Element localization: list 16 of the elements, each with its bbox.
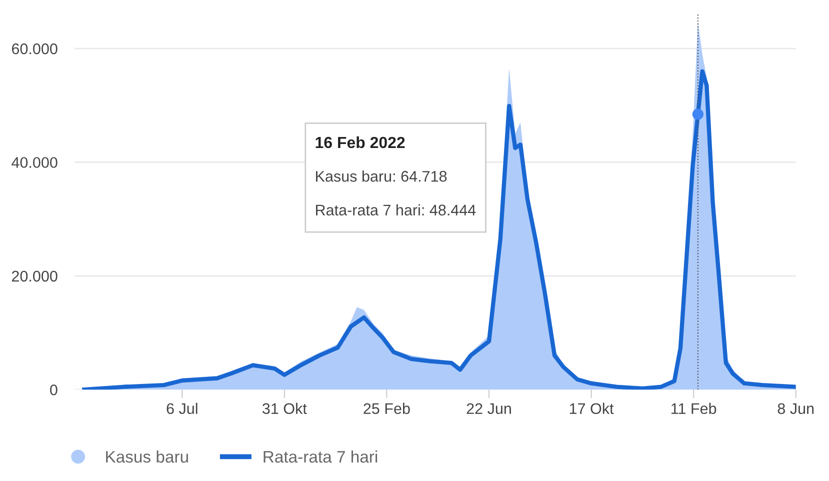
y-tick-label: 0 (50, 384, 58, 396)
y-tick-label: 20.000 (12, 270, 58, 282)
x-tick-label: 25 Feb (364, 402, 410, 414)
annotation: Kasus baru: 64.718 (316, 170, 447, 182)
x-tick-label: 17 Okt (570, 402, 614, 414)
x-tick-label: 22 Jun (466, 403, 511, 414)
annotation: 16 Feb 2022 (316, 136, 405, 148)
x-tick-label: 11 Feb (672, 402, 716, 414)
x-tick-label: 6 Jul (166, 402, 198, 414)
x-tick-label: 8 Jun (778, 403, 814, 414)
legend-label: Rata-rata 7 hari (264, 450, 378, 463)
annotation: Rata-rata 7 hari: 48.444 (316, 204, 476, 216)
y-tick-label: 60.000 (12, 43, 58, 54)
x-tick-label: 31 Okt (262, 402, 307, 414)
y-tick-label: 40.000 (12, 157, 58, 168)
legend-label: Kasus baru (106, 450, 188, 463)
